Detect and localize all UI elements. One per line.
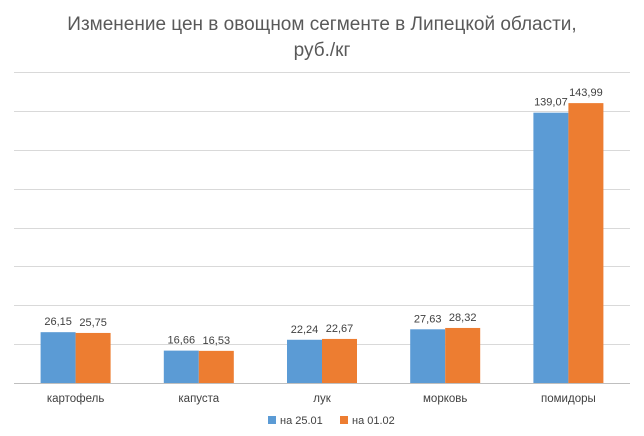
- data-label-картофель-series-2: 25,75: [79, 317, 107, 329]
- bar-морковь-series-1: [410, 329, 446, 383]
- data-label-морковь-series-1: 27,63: [414, 313, 442, 325]
- data-label-помидоры-series-1: 139,07: [534, 97, 568, 109]
- category-labels: картофель капуста лук морковь помидоры: [47, 393, 596, 405]
- category-label-картофель: картофель: [47, 393, 105, 405]
- bars: [40, 103, 604, 384]
- legend-swatch-series-1: [268, 416, 276, 424]
- data-label-капуста-series-2: 16,53: [203, 335, 231, 347]
- bar-лук-series-1: [287, 339, 322, 383]
- category-label-лук: лук: [313, 393, 331, 405]
- bar-помидоры-series-2: [568, 103, 604, 383]
- data-labels: 26,15 25,75 16,66 16,53 22,24 22,67 27,63 28,32…: [44, 87, 602, 347]
- bar-морковь-series-2: [445, 327, 481, 383]
- legend-label-series-1: на 25.01: [280, 415, 323, 427]
- category-label-капуста: капуста: [178, 393, 219, 405]
- data-label-капуста-series-1: 16,66: [168, 335, 196, 347]
- bar-помидоры-series-1: [533, 112, 569, 384]
- data-label-морковь-series-2: 28,32: [449, 312, 477, 324]
- data-label-лук-series-2: 22,67: [326, 323, 354, 335]
- data-label-лук-series-1: 22,24: [291, 324, 319, 336]
- bar-капуста-series-2: [198, 350, 234, 383]
- data-label-картофель-series-1: 26,15: [44, 316, 72, 328]
- chart-title-line-2: руб./кг: [294, 40, 351, 61]
- legend-label-series-2: на 01.02: [352, 415, 395, 427]
- category-label-помидоры: помидоры: [541, 393, 596, 405]
- bar-картофель-series-1: [40, 332, 76, 383]
- chart-title-line-1: Изменение цен в овощном сегменте в Липец…: [67, 14, 576, 35]
- category-label-морковь: морковь: [423, 393, 467, 405]
- gridlines: [14, 72, 630, 384]
- bar-лук-series-2: [322, 338, 357, 383]
- bar-капуста-series-1: [163, 350, 199, 383]
- bar-картофель-series-2: [75, 332, 111, 383]
- legend-swatch-series-2: [340, 416, 348, 424]
- data-label-помидоры-series-2: 143,99: [569, 87, 603, 99]
- legend: на 25.01 на 01.02: [268, 415, 395, 427]
